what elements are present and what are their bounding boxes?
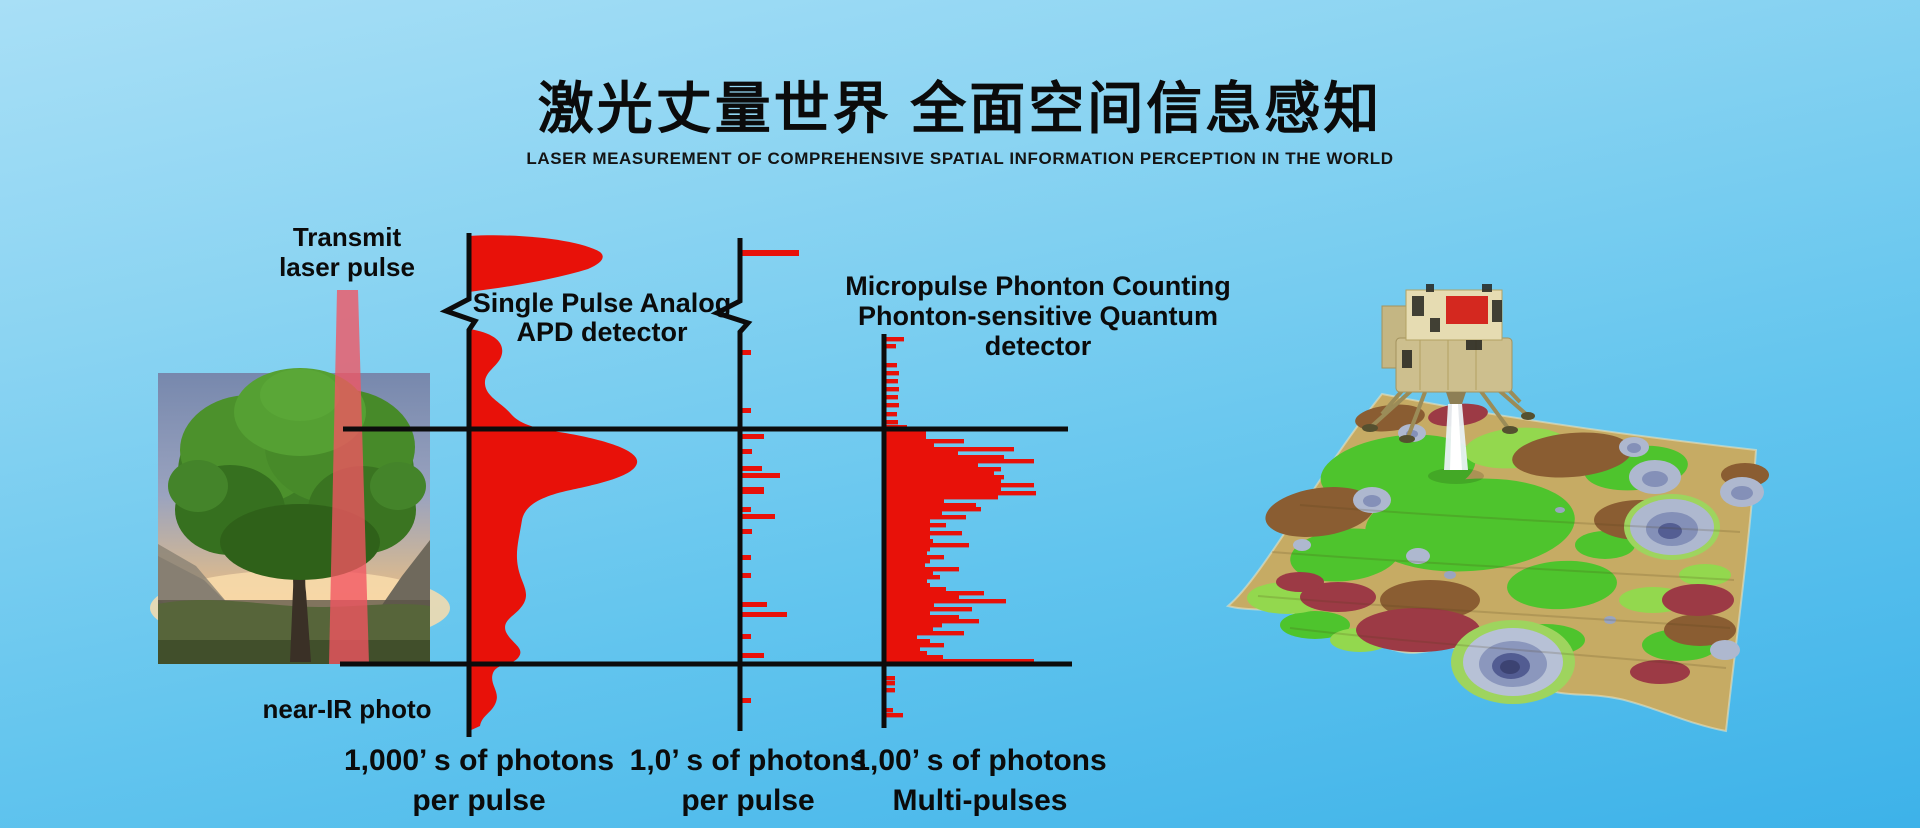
photon-count-ticks-multi: [886, 337, 1036, 718]
page-subtitle: LASER MEASUREMENT OF COMPREHENSIVE SPATI…: [526, 149, 1394, 168]
photon-count-ticks-single: [742, 250, 799, 703]
china-flag: [1446, 296, 1488, 324]
lander-laser-beam-core: [1450, 404, 1462, 470]
laser-pulse-beam: [329, 290, 369, 664]
reference-lines: [340, 233, 1072, 737]
near-ir-photo-label: near-IR photo: [262, 694, 432, 724]
terrain-model: [1225, 392, 1769, 733]
photons-per-pulse-label-2: 1,0’ s of photons per pulse: [629, 744, 867, 817]
near-ir-photo-image: [150, 368, 450, 664]
axis-apd: [439, 233, 479, 737]
photons-multi-pulses-label: 1,00’ s of photons Multi-pulses: [853, 744, 1107, 817]
axis-single-photon: [710, 238, 753, 731]
terrain-maroon-patches: [1276, 403, 1734, 684]
photons-per-pulse-label-1: 1,000’ s of photons per pulse: [343, 744, 615, 817]
terrain-green-patches: [1280, 434, 1718, 661]
terrain-craters: [1293, 424, 1764, 704]
lander-shadow: [1428, 468, 1484, 484]
transmit-laser-pulse-label: Transmit laser pulse: [279, 222, 415, 282]
lander: [1362, 284, 1535, 484]
apd-detector-label: Single Pulse Analog APD detector: [472, 288, 732, 347]
quantum-detector-label: Micropulse Phonton Counting Phonton-sens…: [845, 271, 1231, 361]
lander-instruments: [1402, 284, 1502, 368]
page-title: 激光丈量世界 全面空间信息感知: [537, 77, 1383, 140]
terrain-texture-lines: [1257, 504, 1741, 669]
